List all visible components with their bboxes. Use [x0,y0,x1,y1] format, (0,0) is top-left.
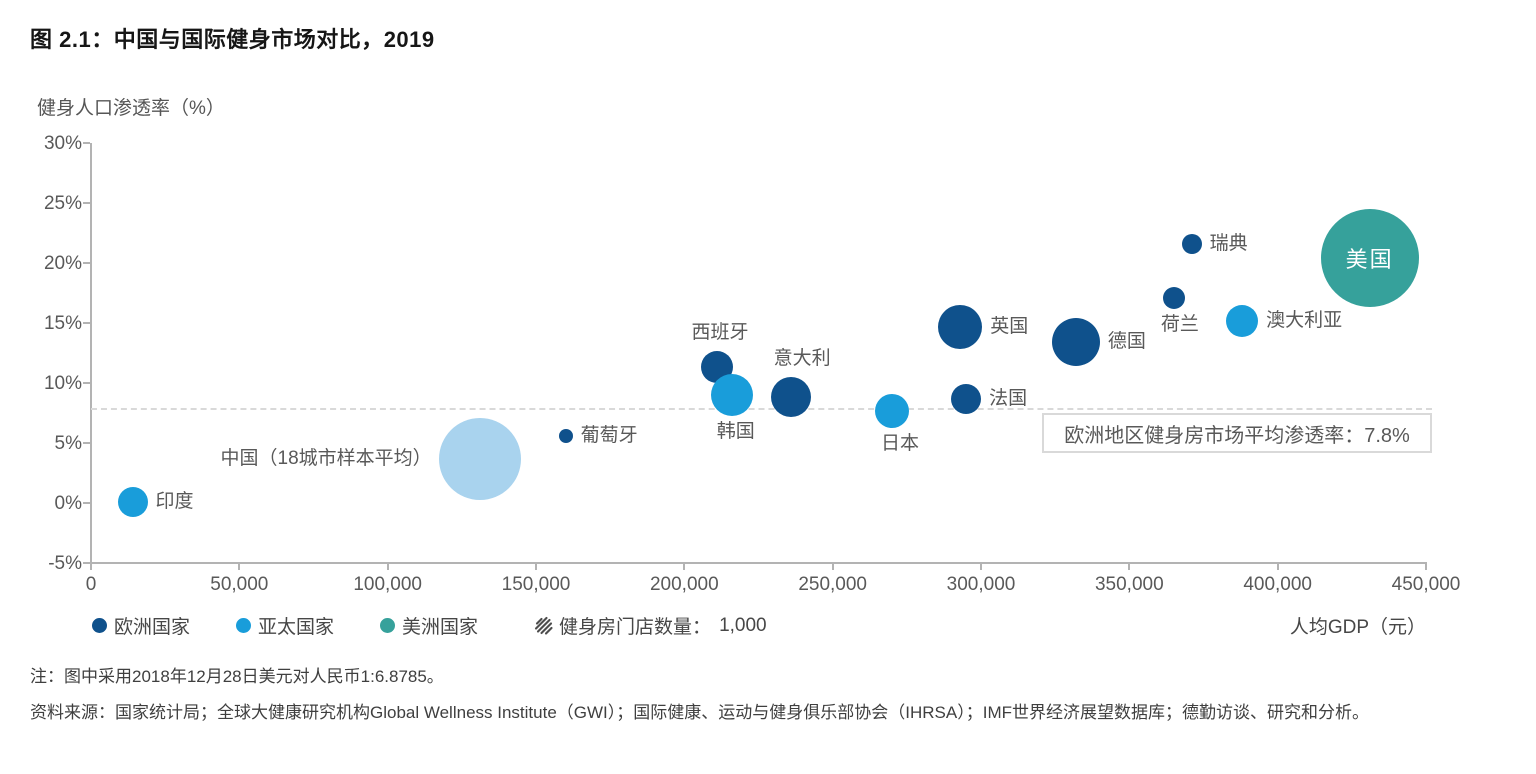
average-penetration-line [91,408,1432,411]
x-axis-line [90,562,1427,564]
source-note: 资料来源：国家统计局；全球大健康研究机构Global Wellness Inst… [30,703,1369,722]
chart-legend: 欧洲国家 亚太国家 美洲国家 健身房门店数量： 1,000 [92,612,767,639]
y-tickmark [83,502,90,504]
x-tickmark [683,563,686,570]
y-tick-label: 0% [54,493,82,514]
x-tick-label: 450,000 [1391,574,1461,595]
x-tick-label: 300,000 [946,574,1016,595]
x-tickmark [90,563,92,570]
x-tick-label: 400,000 [1243,574,1312,595]
x-tickmark [386,563,389,570]
y-tick-label: 30% [43,133,82,154]
y-tickmark [83,202,90,204]
bubble-label-italy: 意大利 [773,348,831,370]
x-tickmark [1276,563,1279,570]
x-tick-label: 250,000 [798,574,867,595]
americas-legend-dot-icon [380,618,396,633]
average-line-annotation: 欧洲地区健身房市场平均渗透率：7.8% [1042,413,1432,453]
bubble-label-france: 法国 [989,387,1028,409]
average-line-annotation-text: 欧洲地区健身房市场平均渗透率：7.8% [1064,424,1410,447]
y-tickmark [83,142,90,144]
bubble-label-south-korea: 韩国 [716,421,755,442]
legend-item-label: 欧洲国家 [114,617,191,638]
x-axis-title: 人均GDP（元） [1289,617,1426,638]
hatched-circle-icon [534,616,553,635]
x-tick-label: 100,000 [353,574,422,595]
bubble-china [438,417,521,500]
x-tickmark [1425,563,1427,570]
bubble-size-legend-label: 健身房门店数量： [559,617,712,638]
y-tick-label: 5% [54,433,82,454]
bubble-sweden [1181,233,1202,254]
x-tick-label: 150,000 [501,574,571,595]
bubble-label-sweden: 瑞典 [1209,232,1248,254]
chart-note: 注：图中采用2018年12月28日美元对人民币1:6.8785。 [30,667,444,686]
x-tick-label: 200,000 [649,574,719,595]
legend-item-asia-pacific: 亚太国家 [236,612,334,639]
bubble-label-australia: 澳大利亚 [1266,309,1343,331]
x-tickmark [238,563,241,570]
y-tick-label: 10% [43,373,82,394]
y-tick-label: -5% [48,553,82,574]
x-tickmark [535,563,537,570]
bubble-label-china: 中国（18城市样本平均） [220,447,432,469]
bubble-india [117,486,148,517]
bubble-japan [875,393,909,428]
bubble-label-usa: 美国 [1345,247,1394,273]
bubble-australia [1226,304,1259,337]
bubble-south-korea [710,374,753,416]
bubble-label-portugal: 葡萄牙 [580,424,638,446]
bubble-france [951,383,982,414]
x-tickmark [831,563,834,570]
figure-title: 图 2.1：中国与国际健身市场对比，2019 [30,27,435,52]
bubble-label-india: 印度 [155,490,194,512]
legend-item-label: 亚太国家 [258,617,335,638]
legend-item-americas: 美洲国家 [380,612,478,639]
y-axis-title: 健身人口渗透率（%） [37,98,225,119]
y-tickmark [83,262,90,264]
europe-legend-dot-icon [92,618,107,633]
bubble-label-japan: 日本 [880,432,920,454]
bubble-size-legend-value: 1,000 [719,614,767,636]
legend-item-europe: 欧洲国家 [92,612,190,639]
bubble-label-netherlands: 荷兰 [1160,313,1199,335]
bubble-netherlands [1162,286,1185,309]
y-tickmark [83,322,90,324]
x-tickmark [980,563,982,570]
y-tickmark [83,442,90,444]
y-tick-label: 25% [43,193,82,214]
bubble-label-spain: 西班牙 [691,322,749,344]
bubble-label-germany: 德国 [1107,331,1146,353]
bubble-germany [1051,318,1100,367]
legend-item-bubble-size: 健身房门店数量： 1,000 [534,612,767,639]
x-tickmark [1128,563,1131,570]
bubble-uk [938,304,983,349]
x-tick-label: 0 [85,574,97,595]
bubble-portugal [558,428,573,443]
y-axis-line [90,143,92,563]
bubble-italy [771,377,812,418]
x-tick-label: 350,000 [1094,574,1164,595]
x-tick-label: 50,000 [210,574,269,595]
y-tick-label: 20% [43,253,82,274]
y-tickmark [83,382,90,384]
y-tick-label: 15% [43,313,82,334]
bubble-usa: 美国 [1320,209,1419,308]
legend-item-label: 美洲国家 [402,617,479,638]
asia-pacific-legend-dot-icon [236,618,252,633]
bubble-label-uk: 英国 [990,315,1029,337]
y-tickmark [83,562,90,564]
